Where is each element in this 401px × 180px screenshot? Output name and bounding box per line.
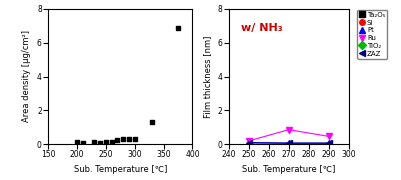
Pt bbox=[286, 142, 291, 144]
Point bbox=[108, 141, 115, 143]
Ru bbox=[246, 140, 251, 142]
Line: ZAZ: ZAZ bbox=[246, 140, 332, 146]
Pt bbox=[246, 141, 251, 144]
Line: Pt: Pt bbox=[246, 140, 332, 146]
Pt bbox=[326, 142, 331, 144]
Legend: Ta₂O₅, Si, Pt, Ru, TiO₂, ZAZ: Ta₂O₅, Si, Pt, Ru, TiO₂, ZAZ bbox=[357, 10, 387, 59]
Point bbox=[175, 26, 181, 29]
Y-axis label: Area density [μg/cm²]: Area density [μg/cm²] bbox=[22, 30, 31, 123]
Point bbox=[79, 141, 86, 144]
Point bbox=[91, 141, 97, 144]
Point bbox=[74, 141, 80, 143]
Ru bbox=[286, 129, 291, 131]
Point bbox=[120, 138, 126, 140]
ZAZ bbox=[286, 142, 291, 144]
Point bbox=[97, 141, 103, 144]
Line: Ru: Ru bbox=[246, 127, 332, 144]
Y-axis label: Film thickness [nm]: Film thickness [nm] bbox=[203, 35, 212, 118]
Text: w/ NH₃: w/ NH₃ bbox=[241, 22, 282, 33]
Point bbox=[114, 138, 121, 141]
Point bbox=[103, 141, 109, 144]
ZAZ bbox=[326, 142, 331, 144]
ZAZ bbox=[246, 142, 251, 144]
X-axis label: Sub. Temperature [℃]: Sub. Temperature [℃] bbox=[74, 165, 167, 174]
Point bbox=[149, 121, 155, 123]
Ru bbox=[326, 135, 331, 138]
X-axis label: Sub. Temperature [℃]: Sub. Temperature [℃] bbox=[242, 165, 335, 174]
Point bbox=[132, 138, 138, 140]
Point bbox=[126, 138, 132, 140]
